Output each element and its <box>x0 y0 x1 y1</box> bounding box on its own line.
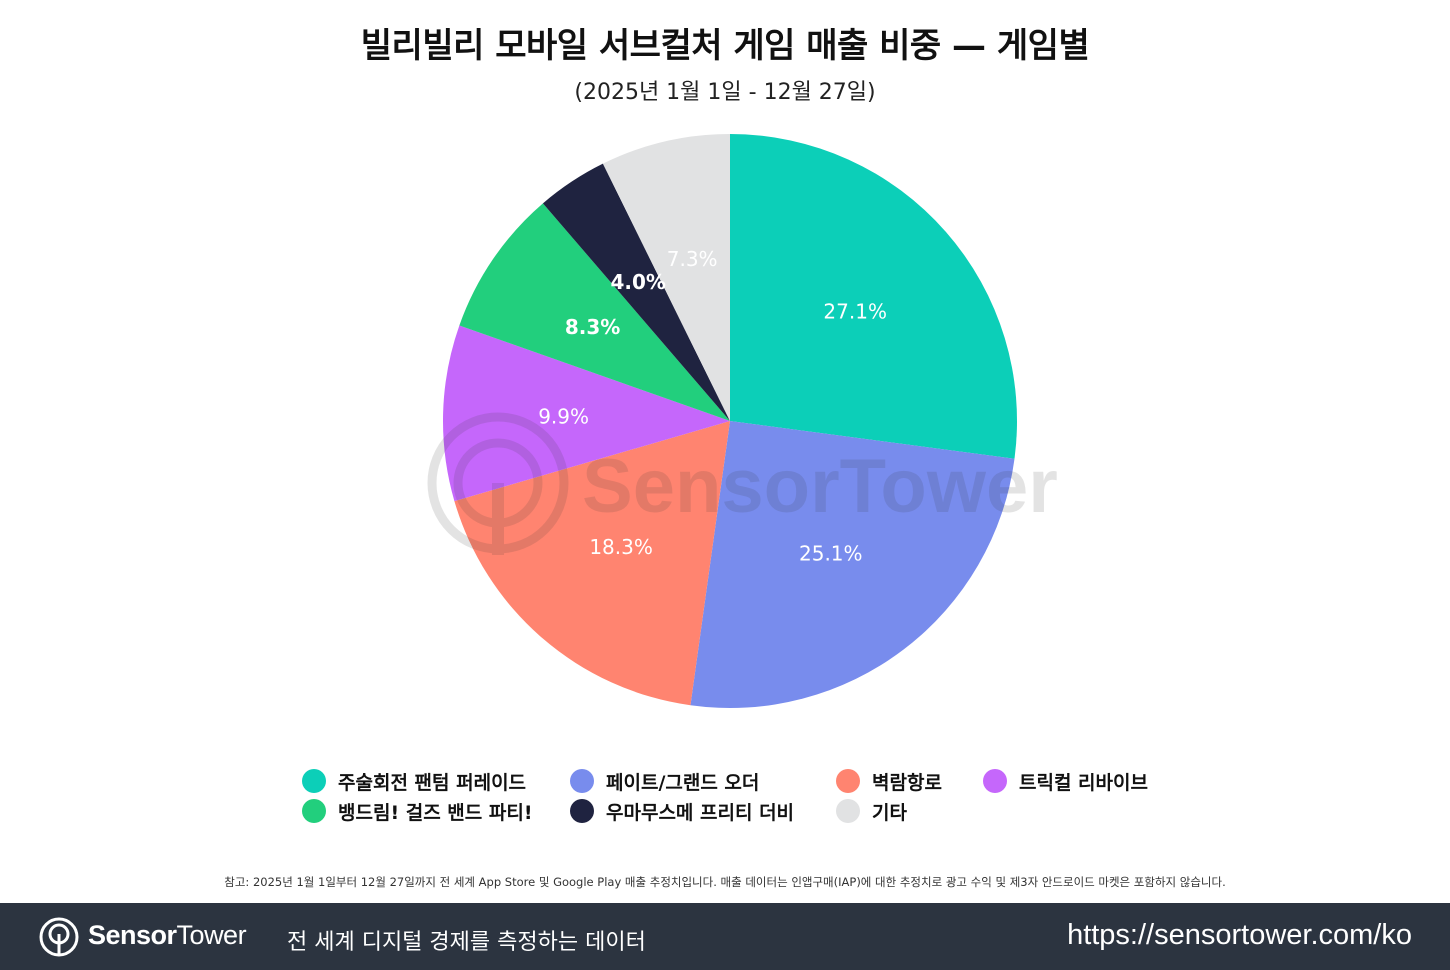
legend-swatch <box>836 799 860 823</box>
legend-swatch <box>302 769 326 793</box>
pie-label-1: 25.1% <box>799 541 863 565</box>
sensortower-logo-icon <box>39 917 79 957</box>
legend-swatch <box>983 769 1007 793</box>
footer-url-link[interactable]: https://sensortower.com/ko <box>1067 919 1412 951</box>
legend-item-others: 기타 <box>836 798 907 825</box>
legend-item-trickcal-revive: 트릭컬 리바이브 <box>983 768 1148 795</box>
footer-brand: SensorTower <box>88 920 247 951</box>
pie-slice-6 <box>602 134 730 421</box>
legend-swatch <box>302 799 326 823</box>
svg-text:SensorTower: SensorTower <box>582 444 1058 529</box>
chart-title: 빌리빌리 모바일 서브컬처 게임 매출 비중 — 게임별 <box>360 26 1090 66</box>
legend-label: 기타 <box>872 801 907 824</box>
pie-slice-0 <box>730 134 1018 459</box>
pie-label-0: 27.1% <box>823 299 887 323</box>
legend-label: 주술회전 팬텀 퍼레이드 <box>338 771 527 794</box>
chart-subtitle: (2025년 1월 1일 - 12월 27일) <box>574 80 876 105</box>
legend-item-azur-lane: 벽람항로 <box>836 768 983 795</box>
legend-item-uma-musume: 우마무스메 프리티 더비 <box>570 798 836 825</box>
legend-row-2: 뱅드림! 걸즈 밴드 파티! 우마무스메 프리티 더비 기타 <box>302 796 1202 826</box>
pie-label-3: 9.9% <box>538 404 589 428</box>
pie-chart: SensorTower 27.1% 25.1% 18.3% 9.9% 8.3% 4.0%7… <box>427 134 1058 709</box>
pie-slice-1 <box>690 421 1015 709</box>
legend-row-1: 주술회전 팬텀 퍼레이드 페이트/그랜드 오더 벽람항로 트릭컬 리바이브 <box>302 766 1202 796</box>
pie-label-4: 8.3% <box>565 315 620 339</box>
legend-item-jujutsu-kaisen: 주술회전 팬텀 퍼레이드 <box>302 768 570 795</box>
pie-label-5: 4.0% <box>610 270 665 294</box>
legend-label: 뱅드림! 걸즈 밴드 파티! <box>338 801 533 824</box>
footer-tagline: 전 세계 디지털 경제를 측정하는 데이터 <box>287 930 646 955</box>
pie-slice-2 <box>454 421 730 706</box>
legend-swatch <box>836 769 860 793</box>
legend-label: 우마무스메 프리티 더비 <box>606 801 795 824</box>
sensortower-watermark: SensorTower <box>427 412 1058 555</box>
brand-tower: Tower <box>176 920 247 950</box>
brand-sensor: Sensor <box>88 920 177 950</box>
pie-labels: 27.1% 25.1% 18.3% 9.9% 8.3% 4.0%7.3% <box>538 247 887 566</box>
pie-slice-3 <box>443 325 730 502</box>
legend-swatch <box>570 799 594 823</box>
footnote: 참고: 2025년 1월 1일부터 12월 27일까지 전 세계 App Sto… <box>224 875 1226 889</box>
legend: 주술회전 팬텀 퍼레이드 페이트/그랜드 오더 벽람항로 트릭컬 리바이브 뱅드… <box>302 766 1202 826</box>
legend-item-fate-grand-order: 페이트/그랜드 오더 <box>570 768 836 795</box>
legend-swatch <box>570 769 594 793</box>
legend-label: 벽람항로 <box>872 771 942 794</box>
pie-slice-4 <box>459 203 730 421</box>
legend-label: 트릭컬 리바이브 <box>1019 771 1148 794</box>
pie-label-6: 7.3% <box>667 247 718 271</box>
pie-slice-5 <box>542 163 730 422</box>
legend-item-bang-dream: 뱅드림! 걸즈 밴드 파티! <box>302 798 570 825</box>
footer-bar: SensorTower 전 세계 디지털 경제를 측정하는 데이터 https:… <box>0 903 1450 970</box>
legend-label: 페이트/그랜드 오더 <box>606 771 760 794</box>
pie-label-2: 18.3% <box>589 535 653 559</box>
pie-slices <box>443 134 1018 709</box>
